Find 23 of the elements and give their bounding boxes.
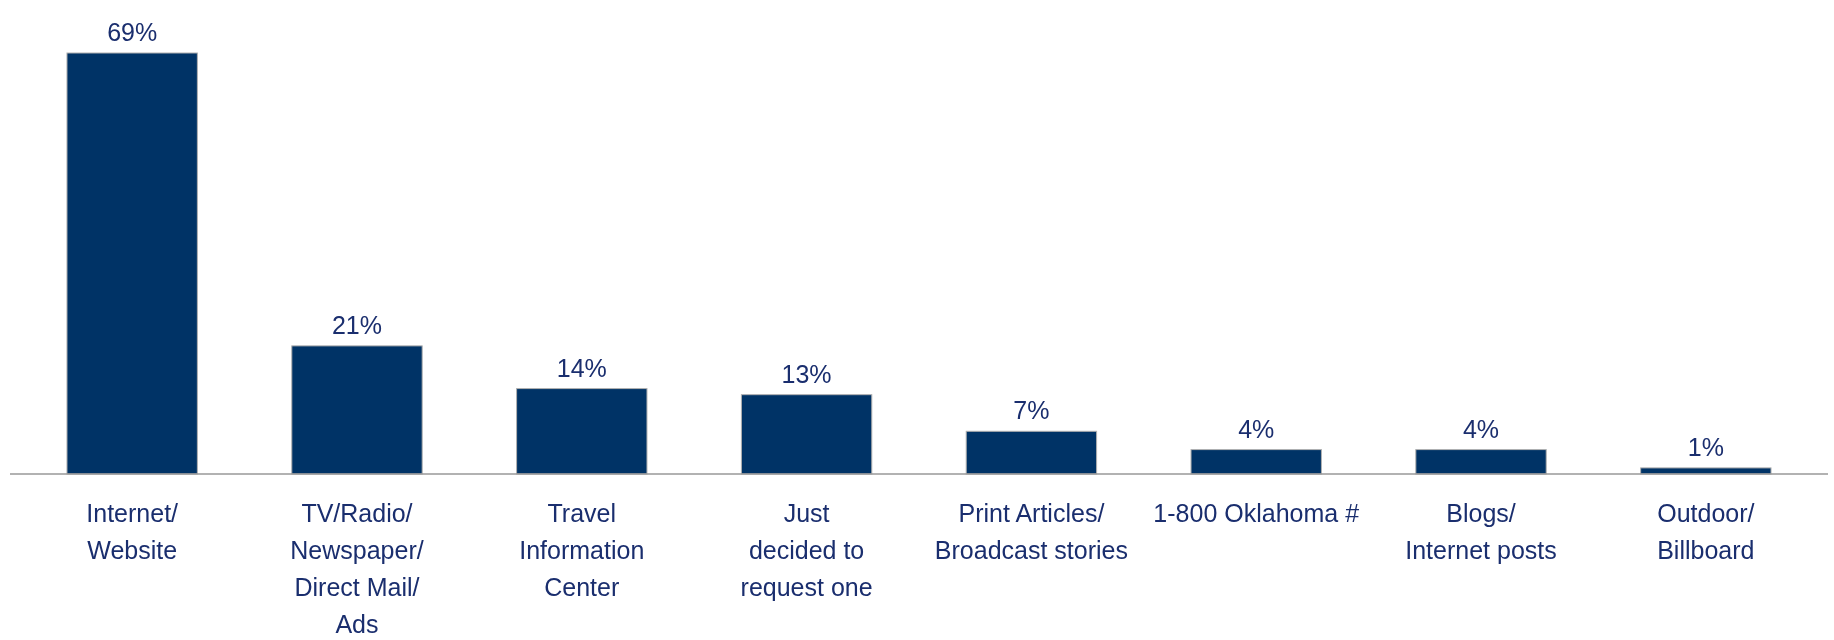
x-tick-label: 1-800 Oklahoma # <box>1153 499 1360 527</box>
x-tick-label: Print Articles/ Broadcast stories <box>934 499 1128 564</box>
bar <box>1415 449 1547 475</box>
x-tick-label: Travel Information Center <box>519 499 645 601</box>
x-tick-label: Blogs/ Internet posts <box>1405 499 1557 564</box>
data-label: 4% <box>1238 414 1275 443</box>
data-label: 4% <box>1462 414 1500 443</box>
data-label: 13% <box>781 359 832 388</box>
bar <box>66 52 198 475</box>
x-tick-label: Internet/ Website <box>86 499 179 564</box>
bar <box>965 430 1098 475</box>
x-tick-label: Outdoor/ Billboard <box>1657 499 1755 564</box>
x-tick-label: Just decided to request one <box>740 499 873 601</box>
bar <box>516 388 648 475</box>
data-label: 1% <box>1687 432 1724 461</box>
bar <box>740 394 873 475</box>
data-label: 69% <box>107 18 158 46</box>
bar <box>291 345 423 475</box>
data-label: 21% <box>331 310 382 339</box>
x-tick-label: TV/Radio/ Newspaper/ Direct Mail/ Ads <box>290 499 424 638</box>
bar <box>1190 449 1322 475</box>
data-label: 7% <box>1013 396 1050 425</box>
data-label: 14% <box>556 353 607 382</box>
